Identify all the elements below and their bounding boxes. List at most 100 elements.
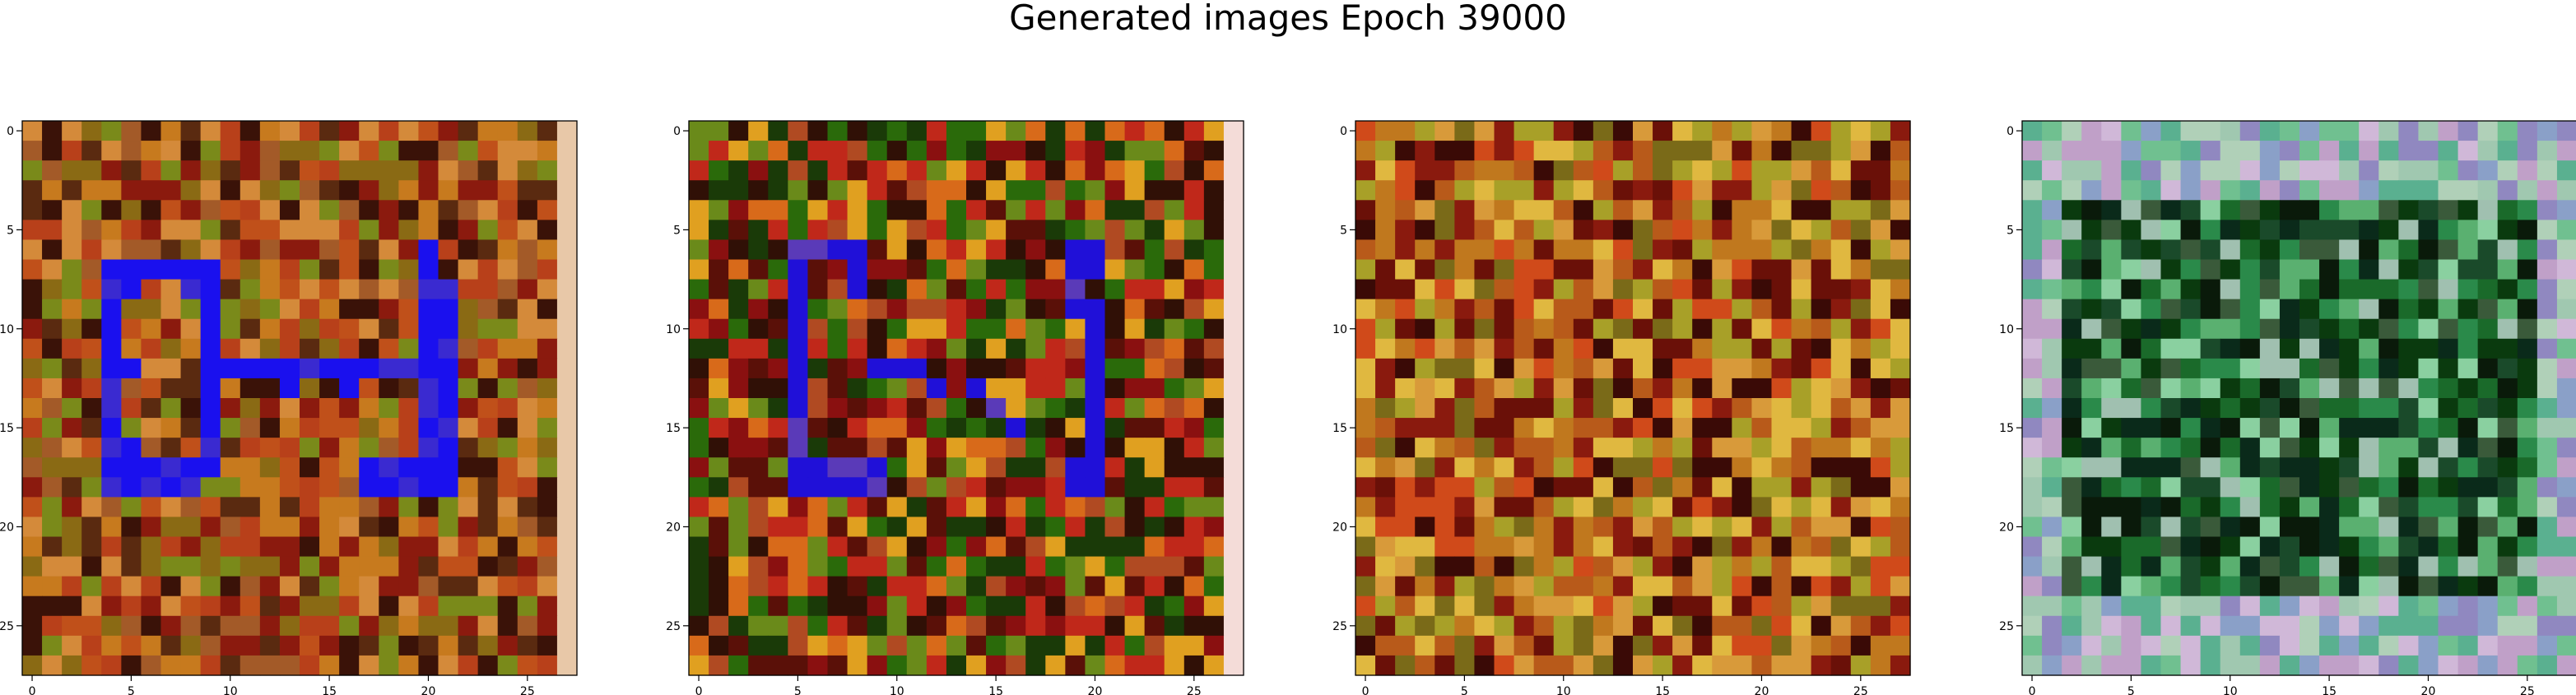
pixel-cell	[2042, 517, 2062, 538]
pixel-cell	[2457, 595, 2479, 617]
pixel-cell	[2081, 517, 2102, 538]
x-tick-label: 20	[1088, 685, 1103, 695]
pixel-cell	[2259, 160, 2281, 181]
pixel-cell	[2438, 299, 2459, 320]
pixel-cell	[1573, 180, 1594, 201]
pixel-cell	[1712, 615, 1732, 637]
pixel-cell	[1454, 615, 1476, 637]
pixel-cell	[259, 121, 281, 141]
pixel-cell	[1006, 299, 1026, 320]
pixel-cell	[1672, 595, 1693, 617]
pixel-cell	[1025, 259, 1046, 280]
pixel-cell	[1454, 378, 1476, 399]
pixel-cell	[1045, 121, 1066, 141]
pixel-cell	[359, 595, 379, 617]
pixel-cell	[2398, 299, 2420, 320]
pixel-cell	[1223, 595, 1244, 617]
pixel-cell	[1672, 279, 1693, 300]
pixel-cell	[1124, 121, 1146, 141]
pixel-cell	[886, 378, 908, 399]
pixel-cell	[1164, 338, 1185, 359]
pixel-cell	[1104, 497, 1126, 518]
pixel-cell	[556, 220, 578, 241]
pixel-cell	[2081, 655, 2102, 676]
pixel-cell	[319, 418, 340, 438]
pixel-cell	[2081, 497, 2102, 518]
pixel-cell	[537, 556, 558, 577]
pixel-cell	[160, 378, 182, 399]
pixel-cell	[379, 398, 399, 419]
pixel-cell	[926, 318, 947, 340]
pixel-cell	[2378, 556, 2399, 577]
pixel-cell	[556, 259, 578, 280]
pixel-cell	[339, 121, 360, 141]
pixel-cell	[2141, 180, 2162, 201]
pixel-cell	[709, 121, 729, 141]
pixel-cell	[2497, 576, 2518, 597]
pixel-cell	[62, 497, 82, 518]
pixel-cell	[160, 517, 182, 538]
pixel-cell	[728, 121, 749, 141]
pixel-cell	[1415, 141, 1435, 161]
pixel-cell	[2536, 576, 2558, 597]
pixel-cell	[200, 200, 221, 220]
pixel-cell	[42, 318, 63, 340]
pixel-cell	[160, 536, 182, 558]
pixel-cell	[1791, 160, 1812, 181]
pixel-cell	[1553, 536, 1574, 558]
pixel-cell	[946, 358, 967, 379]
pixel-cell	[689, 358, 709, 379]
pixel-cell	[906, 259, 928, 280]
pixel-cell	[1533, 279, 1555, 300]
pixel-cell	[1183, 457, 1205, 478]
pixel-cell	[517, 378, 538, 399]
pixel-cell	[1434, 457, 1455, 478]
pixel-cell	[200, 457, 221, 478]
pixel-cell	[689, 180, 709, 201]
pixel-cell	[1494, 477, 1515, 498]
pixel-cell	[62, 615, 82, 637]
pixel-cell	[1633, 457, 1653, 478]
pixel-cell	[1791, 299, 1812, 320]
pixel-cell	[1494, 121, 1515, 141]
pixel-cell	[2359, 635, 2379, 656]
pixel-cell	[418, 299, 439, 320]
pixel-cell	[748, 497, 769, 518]
pixel-cell	[1533, 615, 1555, 637]
pixel-cell	[946, 655, 967, 676]
pixel-cell	[1104, 378, 1126, 399]
pixel-cell	[2259, 180, 2281, 201]
pixel-cell	[81, 378, 102, 399]
pixel-cell	[339, 141, 360, 161]
pixel-cell	[2359, 318, 2379, 340]
pixel-cell	[2299, 477, 2320, 498]
pixel-cell	[359, 655, 379, 676]
pixel-cell	[689, 338, 709, 359]
pixel-cell	[1183, 615, 1205, 637]
pixel-cell	[2319, 141, 2340, 161]
pixel-cell	[537, 477, 558, 498]
pixel-cell	[220, 220, 241, 241]
pixel-cell	[1183, 200, 1205, 220]
pixel-cell	[1203, 338, 1225, 359]
pixel-cell	[220, 477, 241, 498]
pixel-cell	[1870, 220, 1891, 241]
pixel-cell	[1573, 220, 1594, 241]
pixel-cell	[966, 576, 987, 597]
pixel-cell	[200, 239, 221, 261]
pixel-cell	[2180, 418, 2202, 438]
pixel-cell	[2279, 595, 2300, 617]
pixel-cell	[1732, 457, 1753, 478]
pixel-cell	[1653, 615, 1673, 637]
pixel-cell	[1395, 556, 1416, 577]
pixel-cell	[1653, 160, 1673, 181]
pixel-cell	[689, 477, 709, 498]
pixel-cell	[2160, 358, 2182, 379]
pixel-cell	[1811, 497, 1832, 518]
pixel-cell	[2477, 141, 2499, 161]
pixel-cell	[946, 299, 967, 320]
pixel-cell	[768, 239, 788, 261]
pixel-cell	[768, 576, 788, 597]
pixel-cell	[2200, 457, 2221, 478]
pixel-cell	[2042, 180, 2062, 201]
